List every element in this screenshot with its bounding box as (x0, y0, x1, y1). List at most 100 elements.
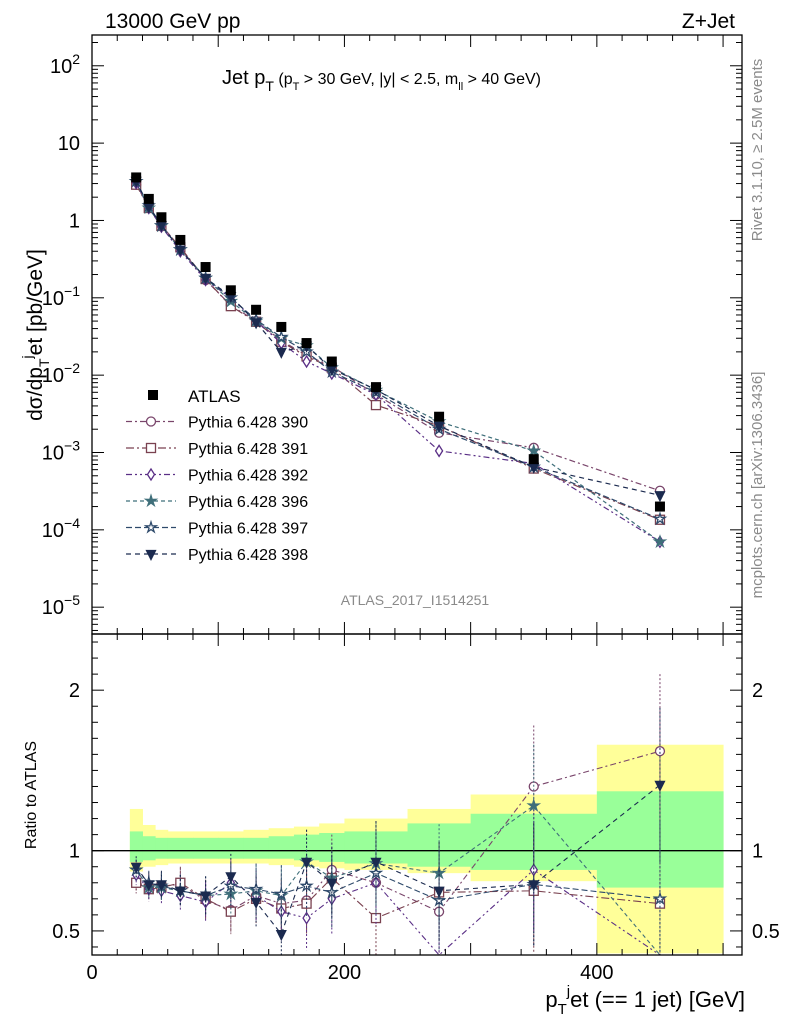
legend-entry-atlas: ATLAS (148, 387, 241, 406)
data-point (434, 444, 444, 458)
legend-entry: Pythia 6.428 390 (126, 415, 308, 432)
legend-label: Pythia 6.428 391 (188, 441, 308, 458)
data-point (370, 399, 382, 411)
legend-entry: Pythia 6.428 391 (126, 441, 308, 458)
y-tick-label: 1 (69, 210, 80, 232)
data-point (654, 491, 666, 503)
y-tick-label: 10−5 (42, 592, 80, 619)
analysis-id-label: ATLAS_2017_I1514251 (341, 592, 490, 608)
data-point (143, 193, 154, 204)
ratio-point (174, 886, 186, 898)
series-pythia-6-428-396 (128, 173, 668, 549)
ratio-point (528, 880, 540, 892)
ratio-point (654, 780, 666, 792)
data-point (652, 511, 668, 526)
legend-entry: Pythia 6.428 398 (126, 547, 308, 564)
data-point (156, 212, 167, 223)
ratio-line (135, 869, 661, 956)
series-line (135, 180, 661, 496)
ratio-y-tick-label-right: 1 (752, 841, 763, 863)
ratio-point (275, 929, 287, 942)
ratio-y-tick-label: 2 (69, 680, 80, 702)
ratio-y-tick-label: 0.5 (52, 921, 80, 943)
legend-marker (145, 549, 157, 561)
mcplots-reference-label: mcplots.cern.ch [arXiv:1306.3436] (749, 372, 766, 599)
rivet-version-label: Rivet 3.1.10, ≥ 2.5M events (749, 59, 766, 242)
y-tick-label: 10−4 (42, 515, 80, 542)
ratio-y-tick-label-right: 2 (752, 680, 763, 702)
legend-label: Pythia 6.428 398 (188, 547, 308, 564)
data-point (275, 347, 287, 359)
legend-label: Pythia 6.428 392 (188, 468, 308, 485)
upper-frame (91, 34, 743, 635)
ratio-point (326, 878, 338, 890)
legend-marker (143, 519, 159, 534)
legend-marker (143, 493, 159, 508)
lower-frame (91, 633, 743, 956)
ratio-point (654, 746, 666, 757)
data-point (433, 421, 445, 433)
y-axis-label: dσ/dpTjet [pb/GeV] (19, 249, 52, 421)
data-point (326, 356, 337, 367)
data-point (174, 245, 186, 257)
data-point (200, 262, 211, 273)
ratio-y-axis-label: Ratio to ATLAS (23, 741, 40, 849)
y-tick-label: 10 (58, 133, 80, 155)
x-tick-label: 200 (328, 962, 361, 984)
ratio-line (135, 784, 661, 936)
legend-label: Pythia 6.428 397 (188, 521, 308, 538)
green-band-bin (192, 837, 219, 859)
green-band-bin (167, 837, 194, 859)
ratio-point (301, 857, 313, 869)
data-point (301, 338, 312, 349)
y-tick-label: 102 (50, 51, 80, 78)
process-label: Z+Jet (682, 10, 735, 33)
green-band-bin (268, 836, 295, 859)
ratio-point (143, 880, 155, 892)
data-point (274, 329, 289, 344)
x-tick-label: 0 (86, 962, 97, 984)
ratio-point (299, 878, 314, 893)
data-point (302, 354, 311, 369)
data-point (200, 273, 212, 286)
ratio-point (368, 865, 384, 880)
ratio-point (250, 897, 262, 909)
series-pythia-6-428-392 (131, 176, 665, 549)
ratio-point (130, 862, 142, 874)
ratio-point (370, 857, 382, 869)
ratio-point (200, 891, 212, 903)
legend-entry: Pythia 6.428 397 (126, 519, 308, 538)
y-tick-label: 10−2 (42, 360, 80, 387)
series-line (135, 181, 661, 543)
series-atlas-data (131, 172, 665, 512)
legend-label: ATLAS (188, 387, 241, 406)
data-point (225, 285, 236, 296)
upper-panel-series (128, 172, 668, 549)
y-tick-label: 10−1 (42, 283, 80, 310)
legend-label: Pythia 6.428 390 (188, 415, 308, 432)
green-band-bin (155, 837, 169, 859)
y-tick-label: 10−3 (42, 437, 80, 464)
legend-entry: Pythia 6.428 392 (126, 468, 308, 485)
ratio-point (155, 880, 167, 892)
green-band-bin (142, 836, 156, 861)
data-point (652, 534, 668, 549)
ratio-point (433, 886, 445, 898)
legend-label: Pythia 6.428 396 (188, 494, 308, 511)
legend-entry: Pythia 6.428 396 (126, 493, 308, 511)
data-point (370, 382, 381, 393)
legend-marker (145, 442, 157, 454)
energy-label: 13000 GeV pp (105, 10, 240, 33)
legend-marker (146, 467, 156, 482)
legend: ATLAS Pythia 6.428 390 Pythia 6.428 391 Pyt… (126, 387, 308, 564)
legend-marker (148, 390, 158, 400)
ratio-point (225, 872, 237, 884)
data-point (654, 501, 665, 512)
ratio-point (223, 878, 239, 893)
data-point (528, 454, 539, 465)
data-point (526, 443, 542, 458)
ratio-y-tick-label-right: 0.5 (752, 921, 780, 943)
ratio-line (135, 877, 661, 919)
series-line (135, 182, 661, 543)
